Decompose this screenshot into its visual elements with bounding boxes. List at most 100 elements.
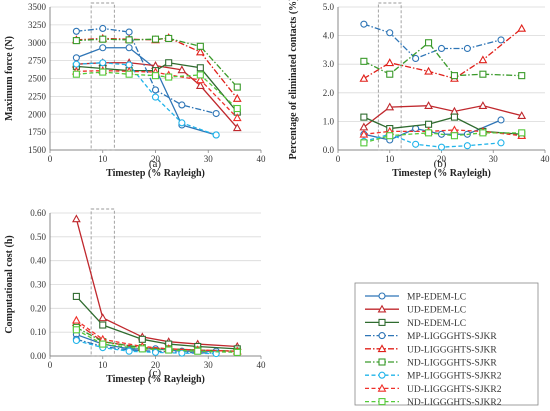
data-point [72, 70, 80, 78]
x-tick-label: 20 [437, 154, 447, 164]
data-point [99, 340, 107, 348]
y-axis-label: Maximum force (N) [4, 36, 15, 121]
data-point [165, 346, 173, 354]
y-tick-label: 3.0 [323, 59, 335, 69]
y-axis-label: Computational cost (h) [4, 235, 15, 333]
series-line [363, 23, 502, 60]
legend-item: UD-LIGGGHTS-SJKR [365, 344, 497, 355]
y-tick-label: 0.20 [30, 303, 46, 313]
data-point [177, 65, 187, 74]
data-point [194, 347, 202, 355]
data-point [212, 131, 220, 139]
data-point [196, 71, 204, 79]
data-point [232, 113, 242, 122]
y-tick-label: 0.0 [323, 145, 335, 155]
x-tick-label: 10 [385, 154, 395, 164]
data-point [518, 129, 526, 137]
data-point [233, 104, 241, 113]
data-point [386, 132, 394, 140]
x-tick-label: 30 [489, 154, 499, 164]
y-tick-label: 2000 [28, 109, 47, 119]
legend-label: MP-LIGGGHTS-SJKR2 [407, 372, 502, 382]
data-point [359, 129, 369, 138]
series-ud-liggghts-sjkr [359, 23, 527, 82]
x-tick-label: 40 [257, 360, 267, 370]
x-tick-label: 30 [204, 360, 214, 370]
x-tick-label: 40 [541, 154, 550, 164]
x-tick-label: 20 [151, 360, 161, 370]
data-point [479, 70, 487, 78]
data-point [165, 73, 173, 81]
data-point [412, 140, 420, 148]
legend-marker [378, 358, 386, 366]
data-point [71, 214, 81, 223]
x-tick-label: 10 [98, 154, 108, 164]
data-point [125, 70, 133, 78]
legend-label: ND-LIGGGHTS-SJKR2 [407, 398, 502, 408]
y-tick-label: 1.0 [323, 116, 335, 126]
data-point [518, 72, 526, 80]
legend-item: UD-LIGGGHTS-SJKR2 [365, 383, 502, 395]
data-point [99, 68, 107, 76]
series-line [75, 218, 238, 348]
data-point [125, 36, 133, 44]
series-ud-edem-lc [359, 101, 527, 131]
data-point [72, 27, 80, 35]
y-tick-label: 3500 [28, 2, 47, 12]
data-point [360, 113, 368, 121]
y-tick-label: 5.0 [323, 2, 335, 12]
data-point [212, 109, 220, 118]
legend-marker [377, 383, 387, 392]
highlight-region [377, 2, 402, 151]
x-axis-label: Timestep (% Rayleigh) [106, 374, 205, 385]
data-point [99, 35, 107, 43]
series-mp-liggghts-sjkr2 [72, 59, 220, 139]
series-line [363, 129, 522, 137]
chart-panel-1: 1500 1750 2000 2250 2500 2750 3000 3250 3500 0 10 2… [4, 2, 266, 179]
data-point [165, 34, 173, 43]
data-point [437, 143, 446, 151]
series-line [76, 62, 217, 136]
data-point [478, 101, 488, 109]
data-point [125, 28, 133, 36]
data-point [497, 36, 505, 44]
legend-label: ND-EDEM-LC [407, 319, 466, 329]
data-point [151, 35, 160, 43]
x-axis-label: Timestep (% Rayleigh) [106, 168, 205, 179]
y-tick-label: 3000 [28, 38, 47, 48]
legend-item: MP-EDEM-LC [365, 292, 466, 303]
legend-label: UD-EDEM-LC [407, 306, 466, 316]
legend-marker [378, 292, 386, 300]
series-mp-edem-lc [72, 44, 220, 139]
series-nd-liggghts-sjkr2 [72, 68, 241, 113]
y-tick-label: 0.00 [30, 351, 46, 361]
data-point [424, 66, 433, 75]
series-line [363, 105, 522, 128]
highlight-region [90, 208, 115, 357]
data-point [99, 24, 107, 33]
y-tick-label: 0.50 [30, 232, 46, 242]
data-point [99, 44, 107, 52]
legend-item: MP-LIGGGHTS-SJKR2 [365, 371, 502, 382]
data-point [151, 93, 160, 101]
data-point [99, 321, 107, 329]
y-tick-label: 1750 [28, 127, 47, 137]
data-point [450, 132, 458, 140]
data-point [450, 72, 458, 80]
chart-panel-2: 0.0 1.0 2.0 3.0 4.0 5.0 0 10 20 30 40 Timestep (% R… [288, 0, 550, 179]
panel-label: (b) [434, 158, 447, 170]
legend-marker [378, 332, 386, 340]
legend-marker [377, 304, 387, 313]
data-point [233, 348, 241, 356]
data-point [99, 59, 107, 67]
data-point [195, 47, 205, 56]
data-point [232, 93, 242, 102]
data-point [72, 60, 80, 68]
data-point [437, 44, 446, 53]
series-nd-liggghts-sjkr [72, 34, 241, 91]
data-point [151, 72, 160, 80]
data-point [463, 44, 471, 53]
data-point [412, 54, 420, 63]
data-point [385, 102, 395, 111]
